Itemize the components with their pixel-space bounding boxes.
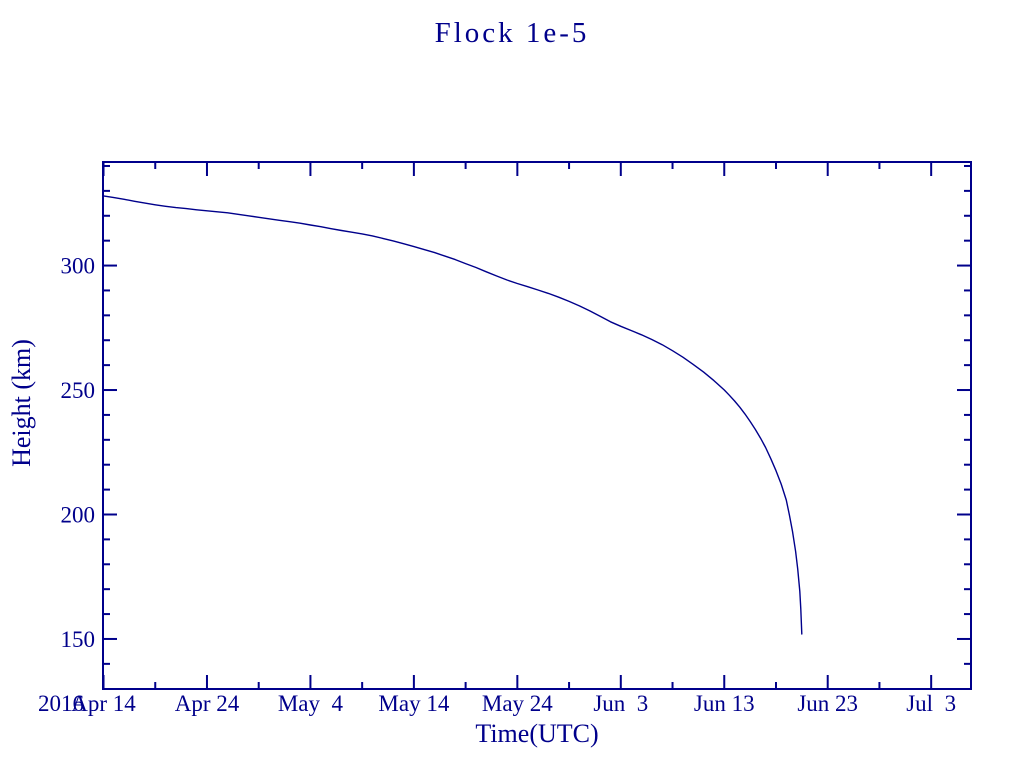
x-tick-label: Apr 14 <box>71 691 136 716</box>
chart-title: Flock 1e-5 <box>435 17 590 49</box>
year-label: 2016 <box>38 691 84 716</box>
x-tick-label: Jul 3 <box>906 691 956 716</box>
x-tick-label: Jun 13 <box>694 691 755 716</box>
y-axis-title: Height (km) <box>7 339 36 467</box>
plot-frame <box>102 161 972 690</box>
y-tick-label: 200 <box>61 502 96 527</box>
x-tick-label: May 24 <box>482 691 553 716</box>
y-tick-label: 300 <box>61 254 96 279</box>
x-tick-label: May 4 <box>278 691 344 716</box>
x-tick-label: Jun 3 <box>593 691 648 716</box>
x-tick-label: May 14 <box>378 691 449 716</box>
x-axis-title: Time(UTC) <box>475 719 598 748</box>
x-tick-label: Apr 24 <box>175 691 240 716</box>
x-tick-label: Jun 23 <box>797 691 858 716</box>
height-curve <box>102 195 803 635</box>
y-tick-label: 150 <box>61 627 96 652</box>
y-tick-label: 250 <box>61 378 96 403</box>
